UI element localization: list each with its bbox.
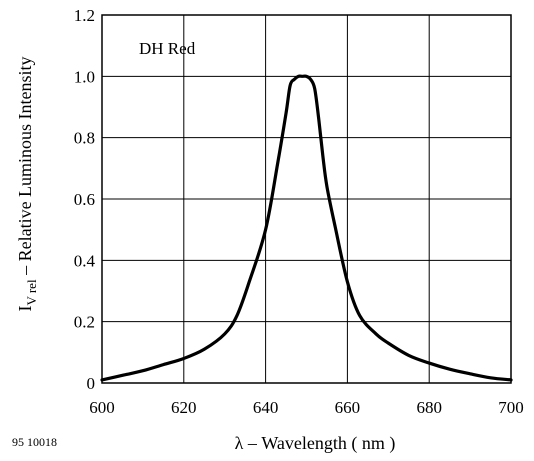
plot-frame [101, 14, 512, 384]
x-tick-label: 640 [253, 398, 279, 417]
series-group [100, 74, 513, 382]
figure-id: 95 10018 [12, 435, 57, 449]
y-tick-label: 0.8 [74, 129, 95, 148]
axes [101, 14, 512, 384]
annotation-dh-red: DH Red [139, 39, 196, 58]
x-tick-label: 660 [335, 398, 361, 417]
y-tick-label: 0 [87, 374, 96, 393]
grid [102, 15, 511, 383]
y-axis-title: IV rel – Relative Luminous Intensity [15, 56, 39, 311]
series-line-0 [100, 74, 513, 382]
y-tick-label: 0.2 [74, 313, 95, 332]
y-tick-label: 0.4 [74, 251, 96, 270]
y-axis-title-rest: – Relative Luminous Intensity [15, 56, 35, 279]
x-tick-label: 620 [171, 398, 197, 417]
y-tick-label: 1.2 [74, 6, 95, 25]
x-tick-label: 600 [89, 398, 115, 417]
y-tick-label: 0.6 [74, 190, 95, 209]
y-axis-title-subscript: V rel [24, 279, 39, 306]
tick-labels: 600 620 640 660 680 700 0 0.2 0.4 0.6 0.8 1.0 1.2 [74, 6, 524, 417]
y-tick-label: 1.0 [74, 67, 95, 86]
y-axis-title-main: I [15, 306, 35, 312]
x-tick-label: 680 [416, 398, 442, 417]
x-tick-label: 700 [498, 398, 524, 417]
x-axis-title: λ – Wavelength ( nm ) [235, 433, 396, 454]
